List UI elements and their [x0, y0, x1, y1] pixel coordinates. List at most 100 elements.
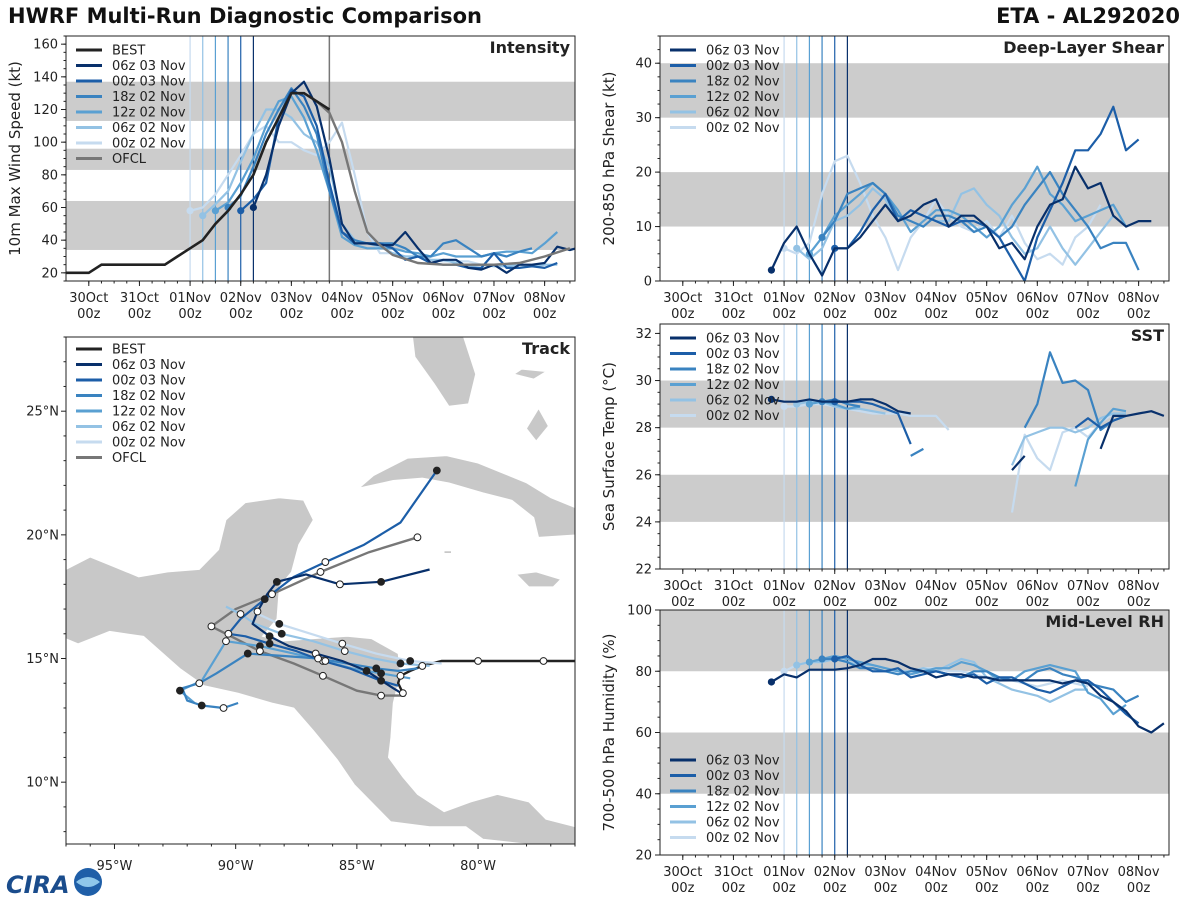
shear-xtick-hour: 00z: [1127, 307, 1151, 322]
track-run-point-3: [321, 657, 330, 665]
track-ytick-label: 25°N: [26, 405, 59, 420]
rh-init-marker-2: [818, 655, 826, 663]
shear-legend-label: 00z 02 Nov: [706, 121, 780, 136]
track-xtick-label: 80°W: [460, 859, 496, 874]
rh-init-marker-4: [793, 661, 801, 669]
shear-plot-area: [660, 36, 1169, 281]
sst-init-marker-5: [780, 402, 788, 411]
shear-xtick-hour: 00z: [874, 307, 898, 322]
intensity-xtick-hour: 00z: [432, 307, 456, 322]
track-panel: 95°W 90°W 85°W 80°W 10°N 15°N 20°N 25°N Track BES…: [26, 336, 576, 874]
sst-xtick-hour: 00z: [874, 595, 898, 610]
intensity-xtick-date: 02Nov: [220, 291, 262, 306]
intensity-ylabel: 10m Max Wind Speed (kt): [6, 61, 24, 256]
rh-xtick-hour: 00z: [924, 881, 948, 896]
sst-xtick-date: 01Nov: [763, 579, 805, 594]
track-run-point-0: [362, 666, 371, 675]
intensity-xtick-hour: 00z: [533, 307, 557, 322]
intensity-xtick-date: 07Nov: [473, 291, 515, 306]
track-ytick-label: 10°N: [26, 776, 59, 791]
rh-init-marker-5: [780, 667, 788, 675]
intensity-xtick-date: 06Nov: [422, 291, 464, 306]
land-cuba: [359, 455, 575, 538]
shear-legend-label: 06z 03 Nov: [706, 44, 780, 59]
track-run-point-5: [275, 619, 284, 628]
shear-series-line-5: [783, 154, 1102, 272]
sst-frame: [659, 323, 1170, 570]
track-run-point-3: [176, 686, 184, 695]
sst-xtick-hour: 00z: [823, 595, 847, 610]
shear-legend-label: 18z 02 Nov: [706, 75, 780, 90]
track-run-point-0: [335, 580, 344, 589]
track-xtick-label: 85°W: [339, 859, 375, 874]
track-xtick-label: 95°W: [97, 859, 133, 874]
intensity-ofcl-line: [315, 100, 571, 266]
sst-panel-title: SST: [1131, 326, 1164, 345]
sst-legend-label: 06z 02 Nov: [706, 394, 780, 409]
sst-xtick-hour: 00z: [975, 595, 999, 610]
rh-xtick-date: 31Oct: [714, 865, 753, 880]
track-xtick-label: 90°W: [218, 859, 254, 874]
shear-xtick-hour: 00z: [671, 307, 695, 322]
shear-xtick-date: 04Nov: [915, 291, 957, 306]
intensity-init-marker-4: [199, 212, 207, 220]
track-run-point-3: [222, 637, 230, 646]
shear-xtick-date: 30Oct: [663, 291, 702, 306]
track-legend-label: 00z 02 Nov: [112, 436, 186, 451]
rh-xtick-date: 04Nov: [915, 865, 957, 880]
shear-legend-label: 06z 02 Nov: [706, 106, 780, 121]
intensity-legend-label: 00z 02 Nov: [112, 137, 186, 152]
intensity-xtick-date: 08Nov: [524, 291, 566, 306]
shear-series-line-4: [795, 187, 1115, 266]
rh-ytick-label: 20: [635, 849, 652, 864]
intensity-ytick-label: 160: [33, 38, 58, 53]
shear-init-marker-0: [767, 266, 776, 274]
shear-legend-label: 00z 03 Nov: [706, 59, 780, 74]
rh-xtick-date: 05Nov: [966, 865, 1008, 880]
rh-ylabel: 700-500 hPa Humidity (%): [600, 633, 618, 831]
shear-xtick-hour: 00z: [1026, 307, 1050, 322]
intensity-init-marker-1: [237, 207, 245, 215]
intensity-panel: 2040608010012014016030Oct00z31Oct00z01No…: [6, 35, 576, 322]
rh-xtick-hour: 00z: [722, 881, 746, 896]
intensity-init-marker-5: [186, 207, 194, 215]
rh-xtick-date: 01Nov: [763, 865, 805, 880]
track-panel-title: Track: [522, 339, 570, 358]
track-best-point: [396, 671, 405, 680]
shear-panel-title: Deep-Layer Shear: [1003, 38, 1164, 57]
track-run-point-0: [265, 632, 274, 641]
intensity-band-2: [66, 81, 575, 121]
shear-ylabel: 200-850 hPa Shear (kt): [600, 72, 618, 246]
land-jamaica: [515, 571, 562, 588]
track-run-point-0: [377, 577, 385, 586]
rh-xtick-hour: 00z: [1127, 881, 1151, 896]
land-bahamas-2: [526, 407, 549, 442]
shear-ytick-label: 20: [635, 166, 652, 181]
storm-id: ETA - AL292020: [996, 4, 1180, 28]
intensity-legend-label: 12z 02 Nov: [112, 106, 186, 121]
track-ofcl-point: [377, 691, 385, 700]
logo-text: CIRA: [6, 871, 70, 899]
intensity-legend-label: 18z 02 Nov: [112, 90, 186, 105]
intensity-init-marker-3: [211, 207, 220, 215]
sst-legend-label: 18z 02 Nov: [706, 363, 780, 378]
sst-xtick-date: 31Oct: [714, 579, 753, 594]
shear-xtick-date: 01Nov: [763, 291, 805, 306]
shear-band-1: [660, 63, 1169, 118]
sst-xtick-date: 05Nov: [966, 579, 1008, 594]
track-run-point-4: [277, 629, 286, 638]
intensity-ytick-label: 100: [33, 136, 58, 151]
shear-xtick-hour: 00z: [924, 307, 948, 322]
track-series-line-4: [225, 605, 430, 667]
shear-panel: 01020304030Oct00z31Oct00z01Nov00z02Nov00…: [600, 35, 1170, 322]
intensity-xtick-date: 05Nov: [372, 291, 414, 306]
rh-xtick-date: 08Nov: [1118, 865, 1160, 880]
shear-xtick-hour: 00z: [975, 307, 999, 322]
track-ofcl-point: [268, 590, 276, 599]
intensity-series-line-0: [252, 80, 575, 274]
sst-legend-label: 12z 02 Nov: [706, 378, 780, 393]
land-florida: [412, 337, 477, 407]
sst-plot-area: [660, 324, 1169, 569]
track-run-point-4: [340, 647, 349, 655]
rh-xtick-hour: 00z: [671, 881, 695, 896]
